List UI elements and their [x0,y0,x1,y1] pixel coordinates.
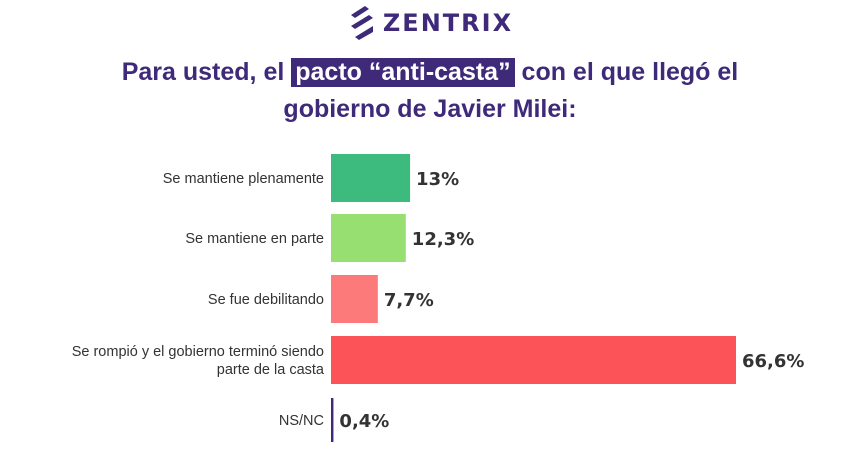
value-label-2: 7,7% [384,290,434,311]
bar-1 [331,214,406,262]
value-label-1: 12,3% [412,229,474,250]
value-label-0: 13% [416,169,459,190]
bar-2 [331,275,378,323]
chart-title: Para usted, el pacto “anti-casta” con el… [0,54,860,128]
bar-4 [331,398,334,442]
category-label-0: Se mantiene plenamente [163,171,324,187]
value-label-4: 0,4% [339,411,389,432]
bar-3 [331,336,736,384]
category-label-2: Se fue debilitando [208,292,324,308]
title-line-2: gobierno de Javier Milei: [283,95,577,123]
category-label-1: Se mantiene en parte [185,231,324,247]
title-text-before: Para usted, el [121,58,292,86]
category-label-4: NS/NC [279,413,324,429]
zentrix-logo-icon [350,6,373,40]
title-text-after: con el que llegó el [514,58,739,86]
title-highlight: pacto “anti-casta” [291,58,515,87]
brand-name: ZENTRIX [382,9,514,37]
category-label-3: Se rompió y el gobierno terminó siendo pa… [72,344,325,378]
value-label-3: 66,6% [742,351,804,372]
bar-0 [331,154,411,202]
brand-logo: ZENTRIX [0,2,860,44]
